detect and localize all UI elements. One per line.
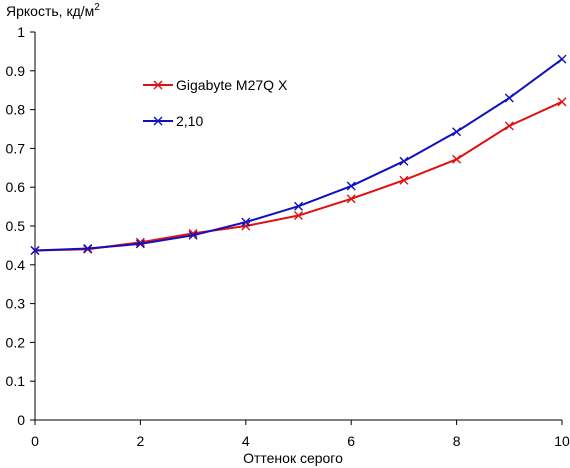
legend-marker-series-2: [153, 116, 163, 126]
y-tick-label: 0.2: [6, 334, 26, 350]
series-line-1: [34, 100, 563, 252]
data-point-marker: [504, 121, 514, 131]
x-tick-label: 10: [554, 433, 570, 449]
y-tick-label: 0.1: [6, 373, 26, 389]
legend-label-series-2: 2,10: [176, 113, 203, 129]
x-ticks: 0 2 4 6 8 10: [31, 420, 570, 449]
y-axis-title-main: Яркость, кд/м: [6, 3, 94, 19]
data-point-marker: [557, 54, 567, 64]
series-1: [30, 97, 567, 255]
x-tick-label: 6: [347, 433, 355, 449]
y-tick-label: 0.4: [6, 257, 26, 273]
y-tick-label: 0.9: [6, 63, 26, 79]
data-point-marker: [188, 230, 198, 240]
data-point-marker: [83, 244, 93, 253]
data-point-marker: [294, 211, 303, 221]
data-point-marker: [346, 181, 356, 191]
y-tick-label: 0.3: [6, 296, 26, 312]
data-point-marker: [30, 245, 40, 255]
legend-item-series-1: Gigabyte M27Q X: [143, 77, 288, 93]
data-point-marker: [452, 127, 462, 137]
data-point-marker: [399, 175, 409, 185]
legend-item-series-2: 2,10: [143, 113, 203, 129]
series-2: [30, 54, 567, 255]
data-point-marker: [557, 97, 567, 107]
y-ticks: 0 0.1 0.2 0.3 0.4 0.5 0.6 0.7 0.8 0.9 1: [6, 24, 35, 428]
x-tick-label: 8: [453, 433, 461, 449]
series-line-2: [34, 58, 563, 252]
y-tick-label: 0.5: [6, 218, 26, 234]
data-point-marker: [346, 194, 356, 204]
plot-area: [34, 32, 562, 421]
y-tick-label: 0.6: [6, 179, 26, 195]
legend: Gigabyte M27Q X 2,10: [143, 77, 288, 129]
data-point-marker: [135, 239, 145, 249]
data-point-marker: [399, 156, 409, 166]
y-axis-title-superscript: 2: [94, 2, 100, 13]
x-tick-label: 4: [242, 433, 250, 449]
series-layer: [30, 54, 567, 255]
y-tick-label: 0: [17, 412, 25, 428]
data-point-marker: [452, 154, 462, 164]
x-tick-label: 0: [31, 433, 39, 449]
y-axis-title: Яркость, кд/м2: [6, 2, 100, 19]
y-tick-label: 1: [17, 24, 25, 40]
y-tick-label: 0.8: [6, 102, 26, 118]
legend-label-series-1: Gigabyte M27Q X: [176, 77, 288, 93]
data-point-marker: [294, 201, 303, 211]
data-point-marker: [241, 217, 251, 227]
x-tick-label: 2: [137, 433, 145, 449]
data-point-marker: [504, 93, 514, 103]
y-tick-label: 0.7: [6, 140, 26, 156]
legend-marker-series-1: [153, 80, 163, 90]
x-axis-title: Оттенок серого: [243, 450, 343, 466]
